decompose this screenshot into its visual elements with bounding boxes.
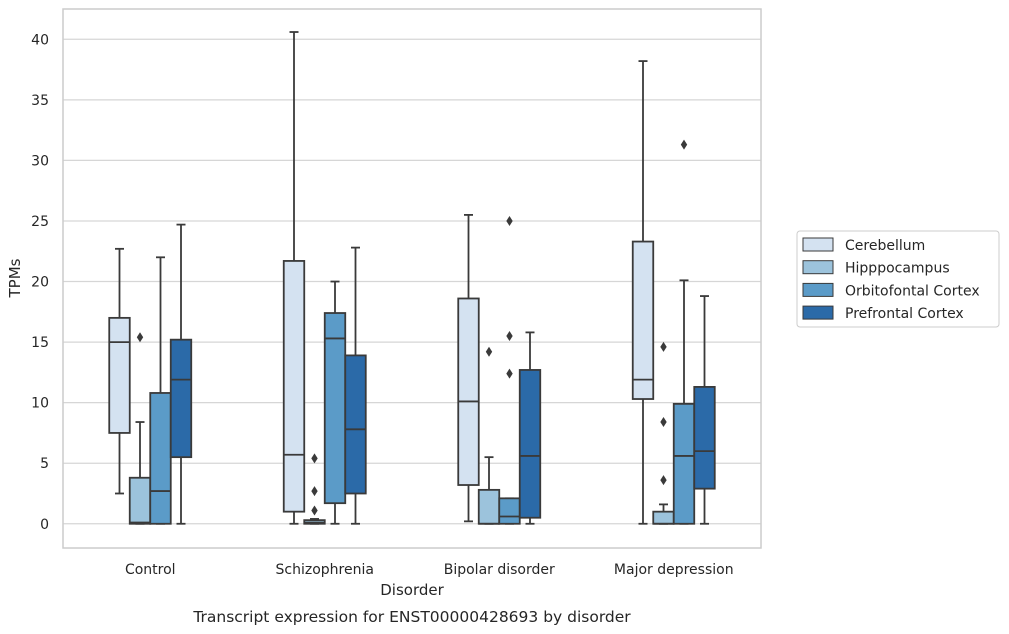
box-iqr	[693, 386, 716, 490]
box-iqr	[498, 497, 521, 525]
box-0-2	[149, 256, 172, 525]
x-tick-label: Control	[125, 562, 176, 578]
box-3-3	[693, 295, 716, 525]
box-1-3	[344, 246, 367, 525]
x-tick-label: Major depression	[614, 562, 734, 578]
legend-swatch	[802, 282, 834, 297]
y-tick-label: 15	[31, 335, 49, 351]
y-tick-labels: 0 5 10 15 20 25 30 35 40	[31, 32, 49, 532]
outlier-point	[506, 331, 513, 342]
box-0-0	[108, 247, 131, 495]
outlier-point	[660, 341, 667, 352]
x-axis-label: Disorder	[380, 581, 444, 599]
outlier-point	[660, 417, 667, 428]
box-iqr	[631, 240, 655, 400]
legend-swatch	[802, 305, 834, 320]
legend-entry-label: Cerebellum	[845, 238, 925, 254]
legend-entry-label: Orbitofontal Cortex	[845, 283, 980, 299]
box-2-3	[518, 331, 542, 525]
boxes	[108, 31, 716, 525]
legend-swatch	[802, 237, 834, 252]
x-tick-label: Bipolar disorder	[444, 562, 555, 578]
box-iqr	[128, 476, 152, 525]
outlier-point	[311, 486, 318, 497]
outlier-point	[311, 505, 318, 516]
legend-swatch	[802, 260, 834, 275]
legend-frame	[796, 230, 1000, 328]
y-tick-label: 20	[31, 275, 49, 291]
legend: Cerebellum Hipppocampus Orbitofontal Corte…	[796, 230, 1000, 328]
box-iqr	[652, 510, 675, 525]
y-axis-label: TPMs	[6, 258, 24, 298]
box-0-1	[128, 332, 152, 525]
box-iqr	[108, 316, 131, 434]
box-iqr	[518, 369, 542, 519]
outlier-point	[680, 139, 688, 150]
plot-area-frame	[62, 8, 762, 549]
outlier-point	[660, 475, 667, 486]
y-tick-label: 30	[31, 153, 49, 169]
box-1-2	[323, 280, 347, 525]
box-1-1	[303, 453, 326, 525]
y-tick-label: 0	[40, 517, 49, 533]
y-tick-label: 10	[31, 396, 49, 412]
box-iqr	[457, 297, 480, 486]
legend-items: Cerebellum Hipppocampus Orbitofontal Corte…	[802, 237, 980, 322]
box-iqr	[323, 312, 347, 505]
box-3-2	[672, 139, 696, 525]
box-2-1	[477, 346, 501, 525]
x-tick-labels: Control Schizophrenia Bipolar disorder Majo…	[125, 562, 734, 578]
chart-caption: Transcript expression for ENST0000042869…	[192, 608, 631, 626]
outlier-point	[506, 368, 513, 379]
box-2-0	[457, 214, 480, 523]
y-tick-label: 40	[31, 32, 49, 48]
y-tick-label: 25	[31, 214, 49, 230]
outlier-point	[136, 332, 144, 343]
box-iqr	[477, 488, 501, 525]
outlier-point	[506, 215, 513, 226]
box-3-0	[631, 60, 655, 525]
box-iqr	[149, 392, 172, 525]
box-0-3	[169, 223, 193, 525]
legend-entry-label: Prefrontal Cortex	[845, 306, 964, 322]
box-3-1	[652, 341, 675, 525]
outlier-point	[485, 346, 493, 357]
outlier-point	[311, 453, 318, 464]
box-2-2	[498, 215, 521, 525]
x-tick-label: Schizophrenia	[276, 562, 374, 578]
box-iqr	[282, 260, 306, 513]
box-iqr	[169, 338, 193, 459]
box-1-0	[282, 31, 306, 525]
box-iqr	[344, 354, 367, 495]
box-iqr	[672, 402, 696, 525]
y-tick-label: 5	[40, 456, 49, 472]
y-tick-label: 35	[31, 93, 49, 109]
legend-entry-label: Hipppocampus	[845, 261, 950, 277]
